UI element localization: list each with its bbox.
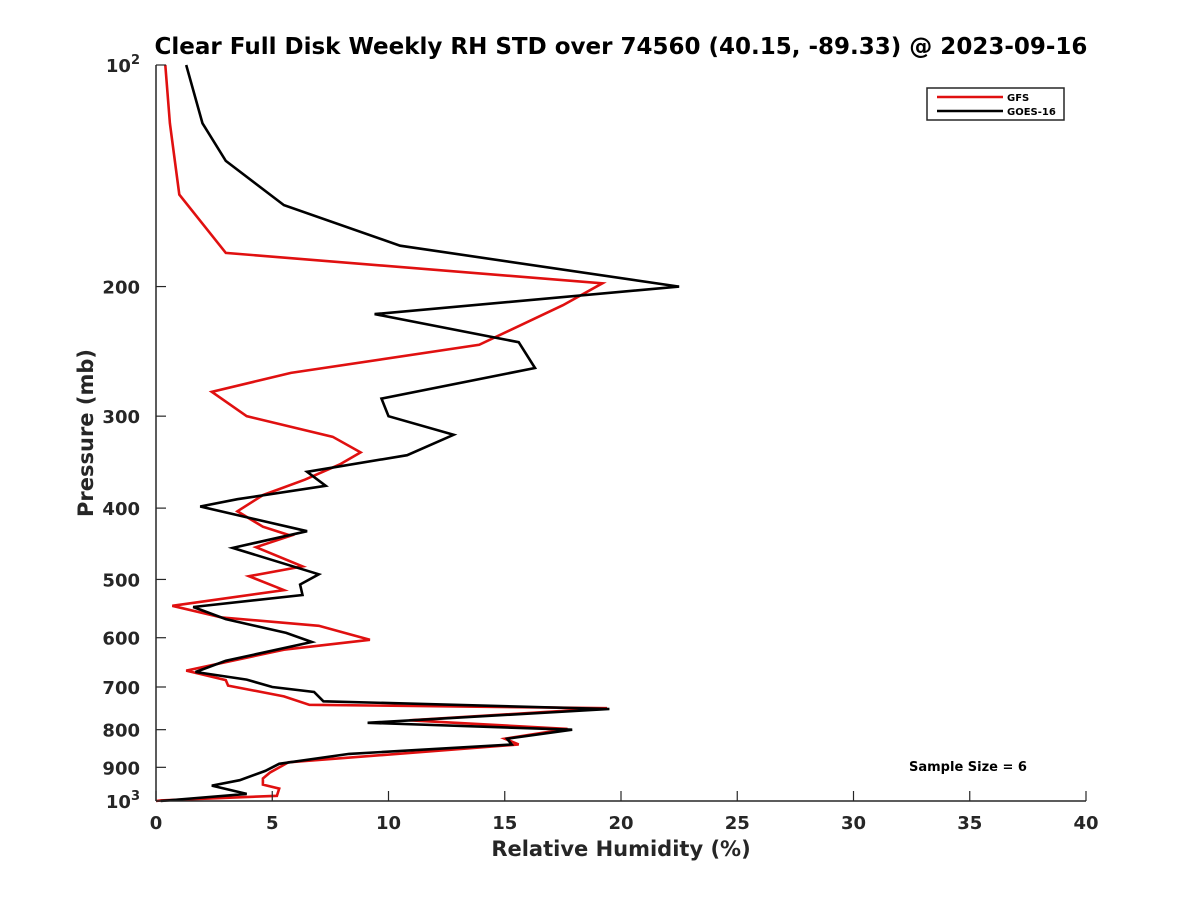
- x-tick-label: 15: [492, 813, 517, 834]
- y-tick-label: 600: [102, 629, 140, 650]
- x-tick-label: 25: [725, 813, 750, 834]
- sample-size-annotation: Sample Size = 6: [909, 760, 1027, 775]
- x-tick-label: 30: [841, 813, 866, 834]
- x-tick-label: 10: [376, 813, 401, 834]
- y-tick-label: 900: [102, 758, 140, 779]
- series-line-goes16: [160, 64, 680, 803]
- legend-label-gfs: GFS: [1007, 93, 1029, 104]
- chart-title: Clear Full Disk Weekly RH STD over 74560…: [155, 34, 1088, 60]
- y-tick-label: 102: [106, 53, 140, 77]
- y-tick-label: 300: [102, 407, 140, 428]
- legend: GFS GOES-16: [926, 87, 1065, 121]
- y-ticks: 102 200 300 400 500 600 700 800 900 103: [102, 53, 166, 813]
- x-ticks: 0 5 10 15 20 25 30 35 40: [150, 791, 1099, 834]
- series-layer: [155, 64, 680, 803]
- x-tick-label: 0: [150, 813, 163, 834]
- y-tick-label: 103: [106, 789, 140, 813]
- x-axis-label: Relative Humidity (%): [491, 837, 750, 861]
- y-axis-label: Pressure (mb): [74, 349, 98, 517]
- y-tick-label: 400: [102, 499, 140, 520]
- y-tick-label: 500: [102, 570, 140, 591]
- series-line-gfs: [155, 64, 608, 803]
- x-tick-label: 40: [1073, 813, 1098, 834]
- y-tick-label: 200: [102, 278, 140, 299]
- legend-label-goes16: GOES-16: [1007, 107, 1056, 118]
- legend-box: [926, 87, 1065, 121]
- x-tick-label: 35: [957, 813, 982, 834]
- x-tick-label: 20: [608, 813, 633, 834]
- y-tick-label: 700: [102, 678, 140, 699]
- x-tick-label: 5: [266, 813, 279, 834]
- y-tick-label: 800: [102, 721, 140, 742]
